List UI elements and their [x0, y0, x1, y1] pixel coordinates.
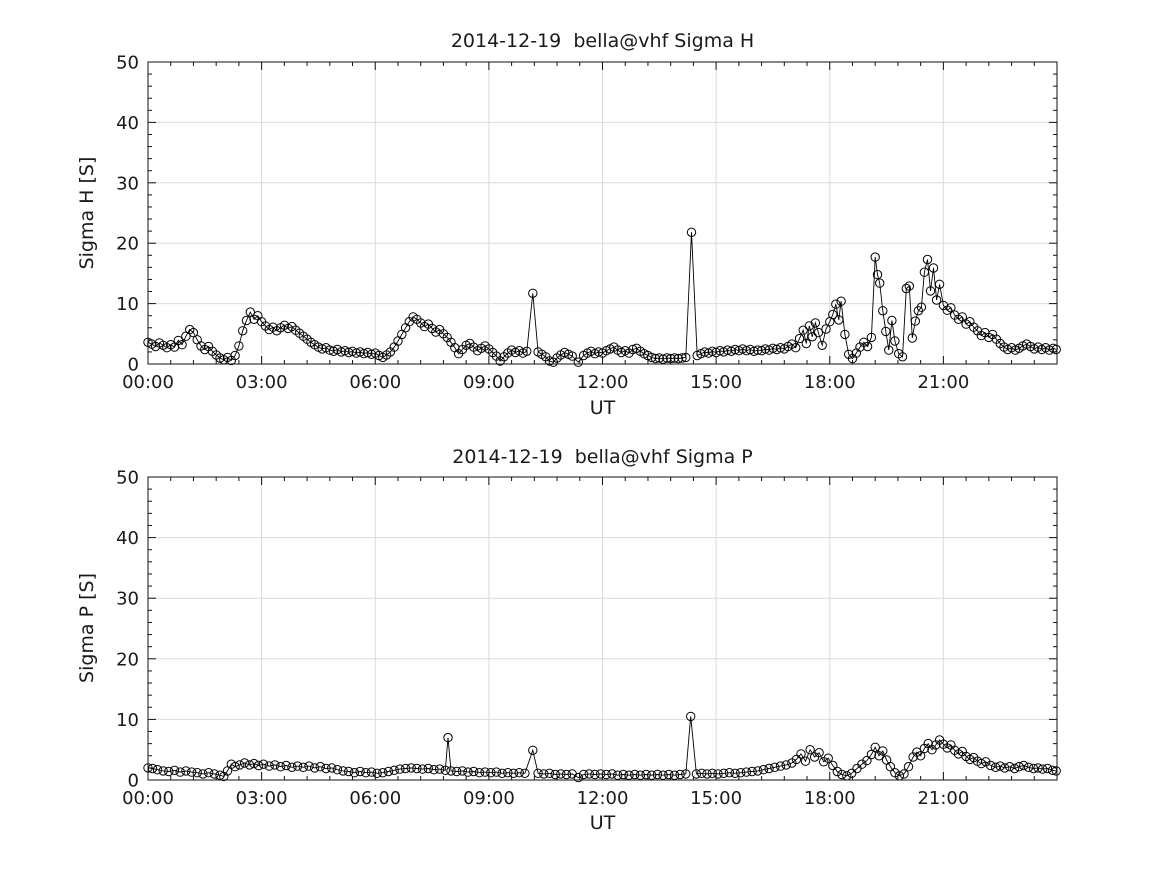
x-tick-labels: 00:00 03:00 06:00 09:00 12:00 15:00 18:00 21:00	[122, 788, 969, 809]
svg-text:20: 20	[116, 649, 139, 670]
series-markers	[143, 711, 1061, 783]
ticks	[147, 476, 1058, 781]
svg-text:15:00: 15:00	[690, 788, 742, 809]
svg-text:21:00: 21:00	[917, 372, 969, 393]
svg-text:12:00: 12:00	[577, 788, 629, 809]
series-markers	[143, 227, 1061, 367]
sigma-h-x-axis-label: UT	[589, 397, 616, 419]
svg-text:06:00: 06:00	[349, 372, 401, 393]
svg-text:30: 30	[116, 589, 139, 610]
series-line	[147, 232, 1057, 363]
sigma-h-title: 2014-12-19 bella@vhf Sigma H	[450, 30, 755, 52]
svg-text:40: 40	[116, 113, 139, 134]
grid	[148, 62, 1057, 364]
sigma-p-x-axis-label: UT	[589, 812, 616, 834]
svg-text:03:00: 03:00	[236, 788, 288, 809]
x-tick-labels: 00:00 03:00 06:00 09:00 12:00 15:00 18:00 21:00	[122, 372, 969, 393]
sigma-h-y-axis-label: Sigma H [S]	[76, 156, 98, 270]
y-tick-labels: 0 10 20 30 40 50	[116, 468, 139, 792]
svg-text:40: 40	[116, 528, 139, 549]
svg-text:15:00: 15:00	[690, 372, 742, 393]
sigma-p-title: 2014-12-19 bella@vhf Sigma P	[452, 446, 753, 468]
svg-text:12:00: 12:00	[577, 372, 629, 393]
svg-text:50: 50	[116, 53, 139, 74]
svg-text:18:00: 18:00	[804, 788, 856, 809]
svg-text:50: 50	[116, 468, 139, 489]
ticks	[147, 61, 1058, 365]
svg-text:21:00: 21:00	[917, 788, 969, 809]
svg-text:18:00: 18:00	[804, 372, 856, 393]
svg-text:03:00: 03:00	[236, 372, 288, 393]
svg-text:0: 0	[128, 355, 139, 376]
chart-1: 00:00 03:00 06:00 09:00 12:00 15:00 18:00 21:00…	[116, 468, 1061, 809]
svg-text:09:00: 09:00	[463, 788, 515, 809]
sigma-p-y-axis-label: Sigma P [S]	[76, 573, 98, 683]
grid	[148, 477, 1057, 780]
y-tick-labels: 0 10 20 30 40 50	[116, 53, 139, 376]
svg-text:10: 10	[116, 294, 139, 315]
chart-0: 00:00 03:00 06:00 09:00 12:00 15:00 18:00 21:00…	[116, 53, 1061, 393]
svg-text:00:00: 00:00	[122, 788, 174, 809]
svg-text:10: 10	[116, 710, 139, 731]
svg-text:09:00: 09:00	[463, 372, 515, 393]
svg-text:30: 30	[116, 173, 139, 194]
svg-text:00:00: 00:00	[122, 372, 174, 393]
svg-text:0: 0	[128, 771, 139, 792]
svg-text:20: 20	[116, 234, 139, 255]
svg-text:06:00: 06:00	[349, 788, 401, 809]
